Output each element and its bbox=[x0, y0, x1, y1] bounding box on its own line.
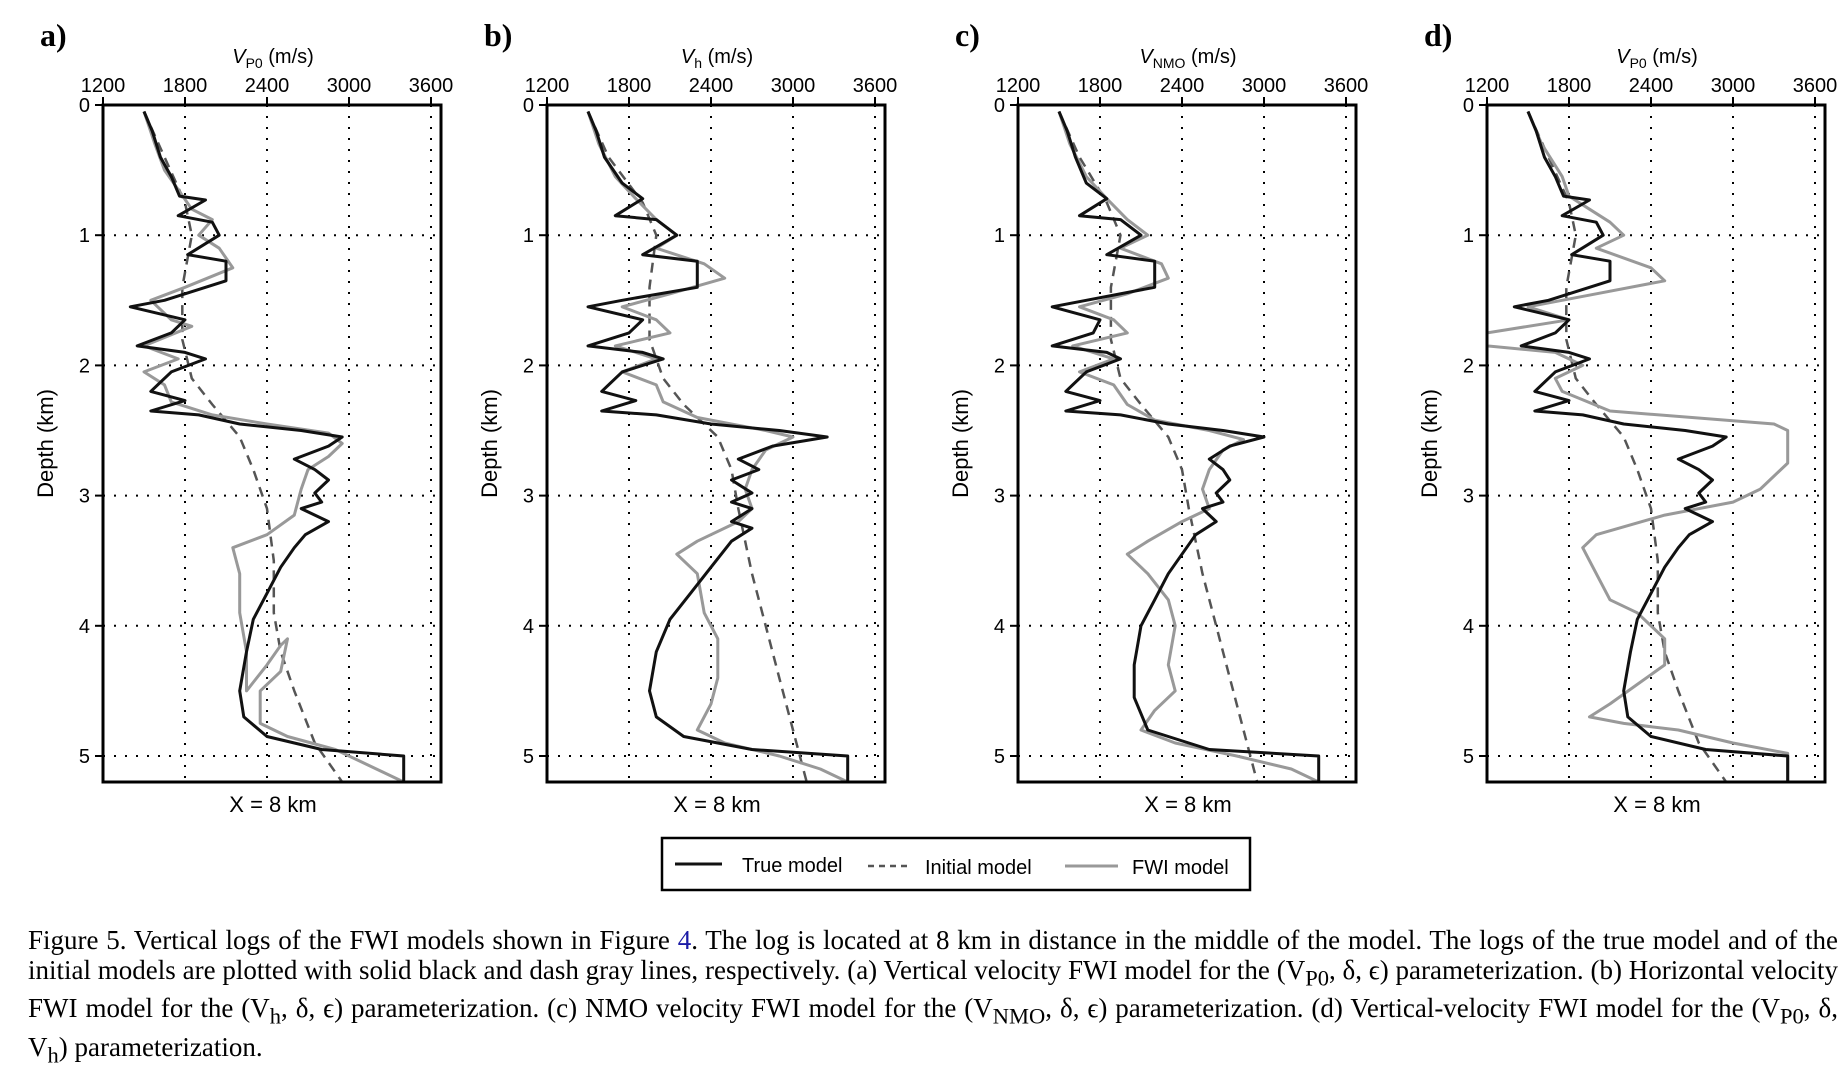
legend: True model Initial model FWI model bbox=[660, 836, 1252, 892]
x-tick-label: 1800 bbox=[1547, 75, 1592, 97]
bottom-location-label: X = 8 km bbox=[1613, 792, 1700, 817]
y-tick-label: 4 bbox=[523, 616, 534, 638]
x-tick-label: 1200 bbox=[996, 75, 1041, 97]
x-axis-label: VP0 (m/s) bbox=[232, 46, 314, 71]
x-tick-label: 3600 bbox=[1324, 75, 1369, 97]
x-tick-label: 3000 bbox=[1242, 75, 1287, 97]
bottom-location-label: X = 8 km bbox=[673, 792, 760, 817]
x-tick-label: 2400 bbox=[1160, 75, 1205, 97]
legend-true-label: True model bbox=[742, 855, 842, 877]
y-axis-label: Depth (km) bbox=[33, 389, 58, 498]
series-true-model bbox=[586, 110, 850, 782]
y-tick-label: 4 bbox=[994, 616, 1005, 638]
y-tick-label: 3 bbox=[523, 486, 534, 508]
plot-frame bbox=[545, 103, 887, 784]
y-tick-label: 2 bbox=[994, 355, 1005, 377]
x-tick-label: 1800 bbox=[607, 75, 652, 97]
panel-letter: c) bbox=[955, 17, 980, 53]
y-tick-label: 0 bbox=[994, 95, 1005, 117]
y-tick-label: 2 bbox=[79, 355, 90, 377]
y-tick-label: 3 bbox=[1463, 486, 1474, 508]
y-tick-label: 0 bbox=[1463, 95, 1474, 117]
y-tick-label: 5 bbox=[523, 746, 534, 768]
y-axis-label: Depth (km) bbox=[477, 389, 502, 498]
caption-part: ) parameterization. bbox=[58, 1031, 263, 1062]
caption-part: , δ, V bbox=[28, 993, 1838, 1062]
caption-subscript: h bbox=[47, 1042, 59, 1068]
bottom-location-label: X = 8 km bbox=[229, 792, 316, 817]
caption-part: , δ, ϵ) parameterization. (b) Horizontal… bbox=[28, 955, 1839, 1024]
series-true-model bbox=[128, 110, 406, 782]
x-tick-label: 3600 bbox=[1793, 75, 1838, 97]
plot-frame bbox=[101, 103, 443, 784]
panel-letter: d) bbox=[1424, 17, 1452, 53]
figure-ref-link[interactable]: 4 bbox=[677, 925, 692, 955]
caption-subscript: P0 bbox=[1780, 1003, 1804, 1029]
series-fwi-model bbox=[1487, 110, 1790, 782]
x-tick-label: 1800 bbox=[1078, 75, 1123, 97]
y-tick-label: 2 bbox=[523, 355, 534, 377]
y-tick-label: 3 bbox=[79, 486, 90, 508]
x-axis-label: VP0 (m/s) bbox=[1616, 46, 1698, 71]
series-true-model bbox=[1050, 110, 1321, 782]
panel-letter: b) bbox=[484, 17, 512, 53]
panel-1: 1200 1800 2400 3000 3600 0 1 2 3 4 5 a) VP0 (m/s) Dep… bbox=[33, 17, 453, 817]
y-tick-label: 5 bbox=[1463, 746, 1474, 768]
series-fwi-model bbox=[1057, 111, 1320, 782]
caption-subscript: h bbox=[269, 1003, 282, 1029]
y-tick-label: 4 bbox=[1463, 616, 1474, 638]
caption-part: , δ, ϵ) parameterization. (d) Vertical-v… bbox=[1045, 993, 1781, 1024]
y-tick-label: 5 bbox=[79, 746, 90, 768]
panel-letter: a) bbox=[40, 17, 67, 53]
legend-box bbox=[660, 836, 1252, 892]
caption-subscript: NMO bbox=[992, 1003, 1046, 1029]
panel-2: 1200 1800 2400 3000 3600 0 1 2 3 4 5 b) Vh (m/s) Dept… bbox=[477, 17, 897, 817]
x-tick-label: 3600 bbox=[853, 75, 898, 97]
y-tick-label: 2 bbox=[1463, 355, 1474, 377]
x-tick-label: 3600 bbox=[409, 75, 454, 97]
x-tick-label: 1200 bbox=[1465, 75, 1510, 97]
plot-frame bbox=[1485, 103, 1827, 784]
caption-part: . The log is located at 8 km in distance… bbox=[28, 925, 1838, 985]
caption-part: Figure 5. Vertical logs of the FWI model… bbox=[28, 925, 678, 955]
figure-caption: Figure 5. Vertical logs of the FWI model… bbox=[28, 925, 1838, 1070]
y-tick-label: 1 bbox=[1463, 225, 1474, 247]
bottom-location-label: X = 8 km bbox=[1144, 792, 1231, 817]
x-tick-label: 1800 bbox=[163, 75, 208, 97]
x-tick-label: 2400 bbox=[689, 75, 734, 97]
y-tick-label: 1 bbox=[994, 225, 1005, 247]
series-initial-model bbox=[1526, 110, 1728, 782]
y-tick-label: 4 bbox=[79, 616, 90, 638]
x-tick-label: 1200 bbox=[525, 75, 570, 97]
x-tick-label: 3000 bbox=[771, 75, 816, 97]
y-tick-label: 0 bbox=[79, 95, 90, 117]
y-axis-label: Depth (km) bbox=[948, 389, 973, 498]
series-fwi-model bbox=[586, 111, 849, 782]
x-tick-label: 3000 bbox=[1711, 75, 1756, 97]
y-tick-label: 1 bbox=[523, 225, 534, 247]
x-axis-label: Vh (m/s) bbox=[681, 46, 753, 71]
panel-4: 1200 1800 2400 3000 3600 0 1 2 3 4 5 d) VP0 (m/s) Dep… bbox=[1417, 17, 1837, 817]
x-tick-label: 2400 bbox=[245, 75, 290, 97]
y-tick-label: 0 bbox=[523, 95, 534, 117]
x-axis-label: VNMO (m/s) bbox=[1139, 46, 1236, 71]
panel-3: 1200 1800 2400 3000 3600 0 1 2 3 4 5 c) VNMO (m/s) De… bbox=[948, 17, 1368, 817]
series-fwi-model bbox=[142, 111, 405, 782]
x-tick-label: 1200 bbox=[81, 75, 126, 97]
legend-fwi-label: FWI model bbox=[1132, 857, 1229, 879]
caption-part: , δ, ϵ) parameterization. (c) NMO veloci… bbox=[281, 993, 993, 1024]
caption-subscript: P0 bbox=[1305, 965, 1329, 991]
y-tick-label: 3 bbox=[994, 486, 1005, 508]
series-initial-model bbox=[142, 110, 344, 782]
series-true-model bbox=[1512, 110, 1790, 782]
y-tick-label: 1 bbox=[79, 225, 90, 247]
legend-initial-label: Initial model bbox=[925, 857, 1032, 879]
plot-frame bbox=[1016, 103, 1358, 784]
x-tick-label: 2400 bbox=[1629, 75, 1674, 97]
x-tick-label: 3000 bbox=[327, 75, 372, 97]
y-tick-label: 5 bbox=[994, 746, 1005, 768]
y-axis-label: Depth (km) bbox=[1417, 389, 1442, 498]
